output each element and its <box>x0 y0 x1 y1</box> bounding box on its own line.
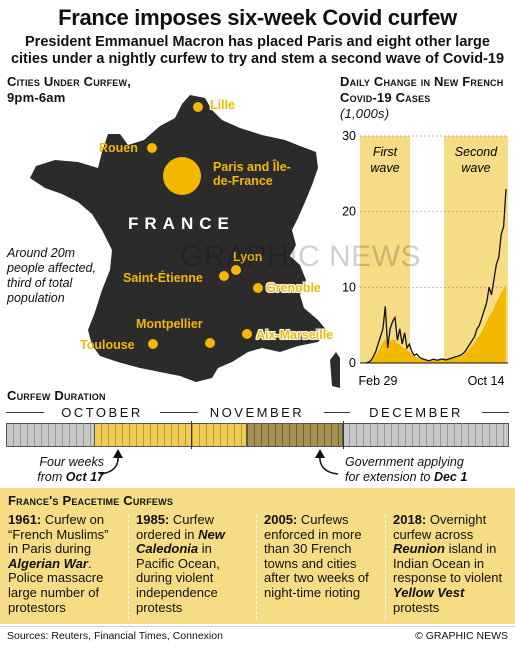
city-label-lyon: Lyon <box>233 250 263 264</box>
history-heading: France's Peacetime Curfews <box>8 493 174 508</box>
note-four-weeks: Four weeks from Oct 17 <box>37 455 104 484</box>
city-label-rouen: Rouen <box>99 141 138 155</box>
month-october: OCTOBER <box>61 405 143 420</box>
affected-note: Around 20m people affected, third of tot… <box>7 246 96 305</box>
timeline-arrows <box>99 449 339 475</box>
map-heading-hours: 9pm-6am <box>7 90 66 105</box>
page-subtitle: President Emmanuel Macron has placed Par… <box>10 34 505 67</box>
grenoble-marker <box>253 283 263 293</box>
month-november: NOVEMBER <box>209 405 305 420</box>
city-label-saint-etienne: Saint-Étienne <box>123 271 203 285</box>
curfew-period-bar <box>94 423 247 447</box>
watermark: GRAPHIC NEWS <box>180 240 422 273</box>
saint-etienne-marker <box>219 271 229 281</box>
city-label-grenoble: Grenoble <box>266 281 321 295</box>
chart-unit: (1,000s) <box>340 106 390 121</box>
curfew-timeline: OCTOBER NOVEMBER DECEMBER <box>6 403 509 449</box>
date-oct17: Oct 17 <box>65 470 104 484</box>
credit: © GRAPHIC NEWS <box>415 630 508 642</box>
france-mainland-shape <box>30 95 328 382</box>
x-tick-feb29: Feb 29 <box>359 374 398 388</box>
city-label-aix-marseille: Aix-Marseille <box>256 328 334 342</box>
rouen-marker <box>147 143 157 153</box>
y-tick-label: 10 <box>342 280 356 294</box>
note-extension: Government applying for extension to Dec… <box>345 455 468 484</box>
first-wave-band <box>360 136 410 363</box>
cases-average-area <box>366 285 506 363</box>
x-tick-oct14: Oct 14 <box>468 374 505 388</box>
chart-title: Daily Change in New French Covid-19 Case… <box>340 74 504 105</box>
extension-period-bar <box>247 423 343 447</box>
second-wave-label-2: wave <box>461 161 490 175</box>
aix-marseille-marker <box>242 329 252 339</box>
city-label-toulouse: Toulouse <box>80 338 135 352</box>
first-wave-label-2: wave <box>370 161 399 175</box>
y-tick-label: 0 <box>349 356 356 370</box>
france-map <box>30 95 340 388</box>
lyon-marker <box>231 265 241 275</box>
history-panel <box>0 488 515 624</box>
history-card-1961: 1961: Curfew on “French Muslims” in Pari… <box>8 512 109 615</box>
sources: Sources: Reuters, Financial Times, Conne… <box>7 630 223 642</box>
first-wave-label-1: First <box>373 145 398 159</box>
history-card-1985: 1985: Curfew ordered in New Caledonia in… <box>136 512 225 615</box>
month-december: DECEMBER <box>369 405 463 420</box>
chart-heading: Daily Change in New French Covid-19 Case… <box>340 74 512 122</box>
toulouse-marker <box>148 339 158 349</box>
page-title: France imposes six-week Covid curfew <box>58 5 457 30</box>
city-label-lille: Lille <box>210 98 236 112</box>
date-dec1: Dec 1 <box>433 470 468 484</box>
history-card-2018: 2018: Overnight curfew across Reunion is… <box>393 512 503 615</box>
map-heading: Cities Under Curfew, 9pm-6am <box>7 74 187 106</box>
montpellier-marker <box>205 338 215 348</box>
daily-cases-line <box>365 188 507 364</box>
y-tick-label: 20 <box>342 205 356 219</box>
country-label: FRANCE <box>128 214 235 233</box>
city-label-montpellier: Montpellier <box>136 317 203 331</box>
lille-marker <box>193 102 203 112</box>
y-tick-label: 30 <box>342 129 356 143</box>
second-wave-label-1: Second <box>455 145 498 159</box>
city-label-paris: Paris and Île-de-France <box>213 160 291 188</box>
corsica-shape <box>330 352 340 388</box>
duration-heading: Curfew Duration <box>7 388 106 403</box>
paris-marker <box>163 157 201 195</box>
map-heading-title: Cities Under Curfew, <box>7 74 131 89</box>
cases-chart: First wave Second wave 0 10 20 30 Feb 29 Oc… <box>342 129 508 388</box>
history-card-2005: 2005: Curfews enforced in more than 30 F… <box>264 512 369 600</box>
